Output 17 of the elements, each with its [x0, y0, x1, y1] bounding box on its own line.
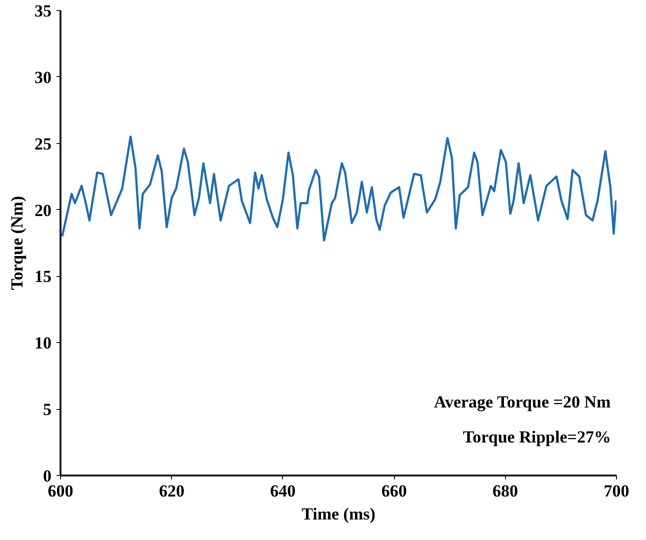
- x-tick-label: 620: [158, 482, 184, 500]
- x-tick-label: 640: [270, 482, 296, 500]
- y-tick-label: 5: [43, 400, 52, 420]
- y-tick-label: 25: [34, 134, 52, 154]
- annotation: Average Torque =20 Nm: [434, 392, 611, 412]
- y-tick-label: 20: [34, 200, 52, 220]
- y-axis-title: Torque (Nm): [8, 196, 26, 290]
- y-tick-label: 30: [34, 68, 52, 87]
- annotation: Torque Ripple=27%: [462, 427, 611, 446]
- x-tick-label: 660: [381, 482, 407, 500]
- y-tick-label: 10: [34, 334, 52, 353]
- x-tick-label: 700: [604, 482, 630, 500]
- x-tick-label: 680: [492, 482, 518, 500]
- x-axis-title: Time (ms): [302, 504, 376, 524]
- line-series: [61, 136, 616, 242]
- y-tick-label: 15: [34, 267, 52, 286]
- y-tick-label: 35: [34, 2, 52, 20]
